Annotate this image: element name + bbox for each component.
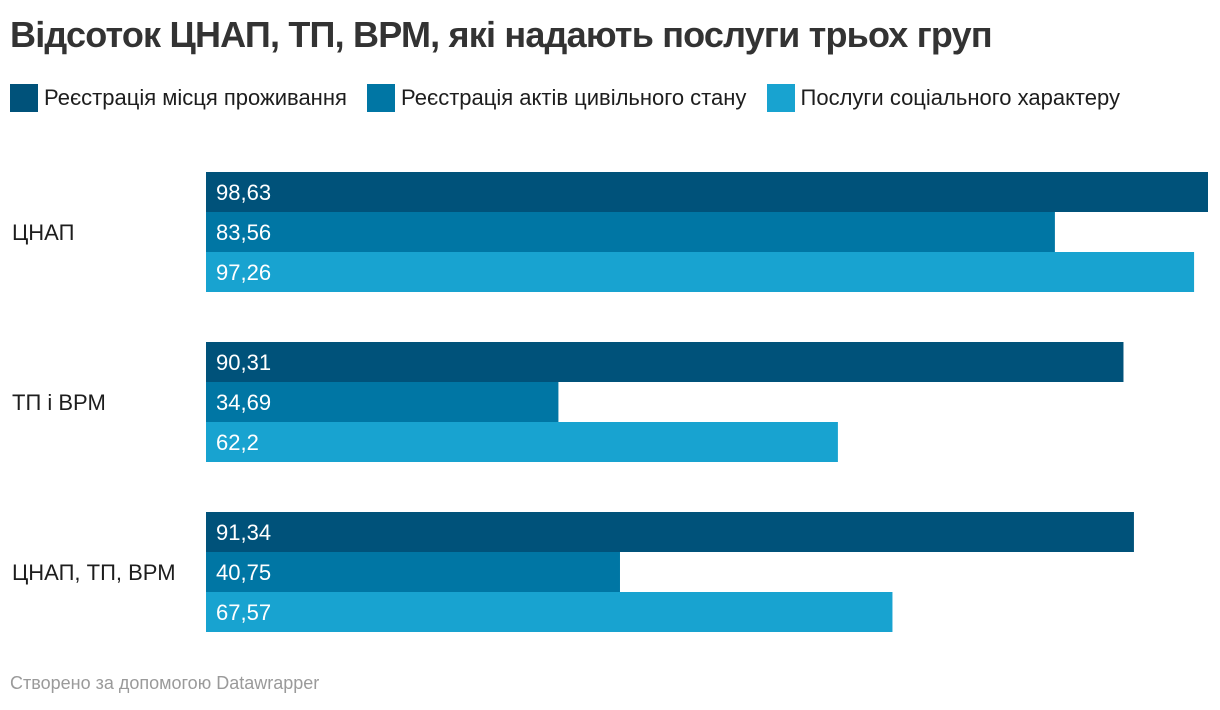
bar-value-label: 67,57: [216, 600, 271, 625]
bar: [206, 592, 893, 632]
footer-credit: Створено за допомогою Datawrapper: [10, 673, 320, 693]
bar: [206, 552, 620, 592]
legend-label-residence: Реєстрація місця проживання: [44, 85, 347, 110]
bar-value-label: 62,2: [216, 430, 259, 455]
legend-label-social: Послуги соціального характеру: [800, 85, 1120, 110]
category-label: ЦНАП: [12, 220, 74, 245]
bar-value-label: 90,31: [216, 350, 271, 375]
legend-swatch-social: [766, 84, 795, 112]
bar: [206, 172, 1208, 212]
bar: [206, 422, 838, 462]
legend-item-civil-acts: Реєстрація актів цивільного стану: [367, 84, 747, 112]
bar: [206, 382, 559, 422]
bar: [206, 512, 1134, 552]
category-label: ТП і ВРМ: [12, 390, 106, 415]
legend-swatch-residence: [10, 84, 38, 112]
legend-label-civil-acts: Реєстрація актів цивільного стану: [401, 85, 747, 110]
bar: [206, 252, 1195, 292]
legend-item-residence: Реєстрація місця проживання: [10, 84, 347, 112]
bar-value-label: 83,56: [216, 220, 271, 245]
bar-value-label: 98,63: [216, 180, 271, 205]
legend-swatch-civil-acts: [367, 84, 396, 112]
legend-item-social: Послуги соціального характеру: [766, 84, 1120, 112]
bar: [206, 212, 1055, 252]
bar-value-label: 40,75: [216, 560, 271, 585]
legend: Реєстрація місця проживання Реєстрація а…: [10, 80, 1170, 116]
bar-value-label: 97,26: [216, 260, 271, 285]
category-label: ЦНАП, ТП, ВРМ: [12, 560, 176, 585]
chart-title: Відсоток ЦНАП, ТП, ВРМ, які надають посл…: [10, 14, 993, 55]
bar: [206, 342, 1124, 382]
bar-value-label: 91,34: [216, 520, 271, 545]
bar-value-label: 34,69: [216, 390, 271, 415]
